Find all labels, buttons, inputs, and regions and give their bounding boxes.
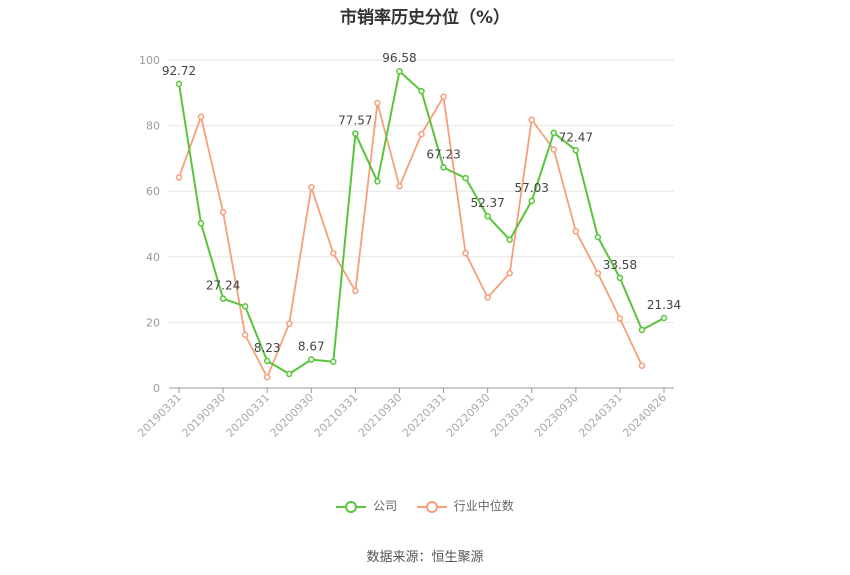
data-point-company-20191231 xyxy=(241,303,249,310)
x-tick-label-20240331: 20240331 xyxy=(576,391,625,440)
data-point-industry-20220331 xyxy=(440,93,447,100)
data-label-20240331: 33.58 xyxy=(603,258,637,272)
data-label-20190331: 92.72 xyxy=(162,64,196,78)
y-tick-label-100: 100 xyxy=(139,54,160,67)
y-tick-label-80: 80 xyxy=(146,120,160,133)
x-tick-label-20200331: 20200331 xyxy=(224,391,273,440)
data-point-industry-20211231 xyxy=(418,130,425,138)
data-point-company-20210930 xyxy=(396,67,403,75)
data-point-company-20221231 xyxy=(506,236,513,243)
data-point-company-20230331 xyxy=(528,197,535,205)
data-point-company-20200331 xyxy=(263,357,271,365)
x-tick-label-20190331: 20190331 xyxy=(135,391,184,440)
data-label-20190930: 27.24 xyxy=(206,279,240,293)
x-tick-label-20220930: 20220930 xyxy=(444,391,493,440)
data-point-company-20240630 xyxy=(638,326,646,334)
data-point-industry-20200630 xyxy=(285,320,293,327)
data-point-industry-20210331 xyxy=(352,287,359,295)
x-tick-label-20230930: 20230930 xyxy=(532,391,581,440)
data-source-note: 数据来源：恒生聚源 xyxy=(366,550,484,565)
data-point-industry-20210930 xyxy=(396,183,403,190)
data-point-company-20230930 xyxy=(572,147,580,154)
legend-label-industry: 行业中位数 xyxy=(453,499,514,513)
data-point-industry-20230331 xyxy=(528,116,535,123)
data-label-20210930: 96.58 xyxy=(382,51,416,65)
data-point-company-20201231 xyxy=(330,358,337,366)
data-point-company-20190630 xyxy=(197,220,205,227)
data-point-company-20220930 xyxy=(484,212,491,220)
data-point-industry-20200331 xyxy=(263,373,271,381)
data-point-company-20210331 xyxy=(352,130,359,137)
x-tick-label-20190930: 20190930 xyxy=(179,391,228,440)
data-point-industry-20200930 xyxy=(308,184,315,191)
grid-layer xyxy=(169,59,674,323)
data-label-layer: 92.72 27.24 8.23 8.67 77.57 96.58 67.23 52.37 57… xyxy=(162,51,681,355)
data-point-company-20210630 xyxy=(374,178,381,185)
data-point-industry-20190630 xyxy=(197,113,205,120)
data-point-company-20220331 xyxy=(440,164,447,171)
series-line-industry xyxy=(178,95,643,379)
data-point-industry-20220630 xyxy=(462,249,469,257)
legend: 公司 行业中位数 xyxy=(0,497,850,514)
y-tick-label-20: 20 xyxy=(146,316,160,329)
data-label-20200331: 8.23 xyxy=(254,341,281,355)
data-point-company-20231231 xyxy=(594,233,602,241)
data-label-20220331: 67.23 xyxy=(426,147,460,161)
series-line-company xyxy=(178,70,665,375)
y-tick-label-0: 0 xyxy=(153,382,160,395)
data-point-industry-20240331 xyxy=(616,315,624,322)
x-tick-label-20210930: 20210930 xyxy=(356,391,405,440)
data-label-20210331: 77.57 xyxy=(338,114,372,128)
data-point-company-20200930 xyxy=(308,356,315,363)
data-point-company-20240826 xyxy=(660,314,668,322)
legend-swatch-industry-icon xyxy=(416,500,447,513)
data-point-company-20220630 xyxy=(462,174,469,182)
data-point-industry-20240630 xyxy=(638,362,646,369)
data-point-industry-20230930 xyxy=(572,227,580,235)
legend-swatch-company-icon xyxy=(336,500,367,513)
data-point-company-20230630 xyxy=(550,129,558,137)
x-tick-label-20240826: 20240826 xyxy=(620,391,669,440)
data-point-company-20190331 xyxy=(175,80,183,88)
data-label-20220930: 52.37 xyxy=(470,196,504,210)
data-label-20240826: 21.34 xyxy=(647,298,681,312)
x-tick-label-20220331: 20220331 xyxy=(400,391,449,440)
series-layer xyxy=(175,67,668,381)
data-point-industry-20190331 xyxy=(175,174,183,181)
x-tick-label-20230331: 20230331 xyxy=(488,391,537,440)
data-point-industry-20210630 xyxy=(374,99,381,107)
data-point-industry-20190930 xyxy=(219,208,227,216)
data-point-industry-20231231 xyxy=(594,269,602,277)
data-point-industry-20220930 xyxy=(484,294,491,301)
data-point-industry-20201231 xyxy=(330,249,337,257)
data-label-20200930: 8.67 xyxy=(298,340,325,354)
data-point-company-20190930 xyxy=(219,295,227,302)
data-point-company-20200630 xyxy=(285,370,293,378)
chart-title: 市销率历史分位（%） xyxy=(339,8,511,28)
legend-item-industry[interactable]: 行业中位数 xyxy=(416,497,514,514)
data-point-industry-20191231 xyxy=(241,331,249,339)
legend-item-company[interactable]: 公司 xyxy=(336,497,397,514)
legend-label-company: 公司 xyxy=(373,499,398,513)
x-tick-label-20210331: 20210331 xyxy=(312,391,361,440)
data-label-20230930: 72.47 xyxy=(559,130,593,144)
data-point-industry-20221231 xyxy=(506,269,513,277)
y-tick-label-40: 40 xyxy=(146,251,160,264)
data-point-company-20240331 xyxy=(616,274,624,282)
data-point-company-20211231 xyxy=(418,87,425,95)
y-tick-label-60: 60 xyxy=(146,185,160,198)
data-point-industry-20230630 xyxy=(550,146,558,153)
data-label-20230331: 57.03 xyxy=(515,181,549,195)
x-tick-label-20200930: 20200930 xyxy=(268,391,317,440)
axis-layer: 0 20 40 60 80 100 2019033120190930202003312020… xyxy=(135,54,674,440)
